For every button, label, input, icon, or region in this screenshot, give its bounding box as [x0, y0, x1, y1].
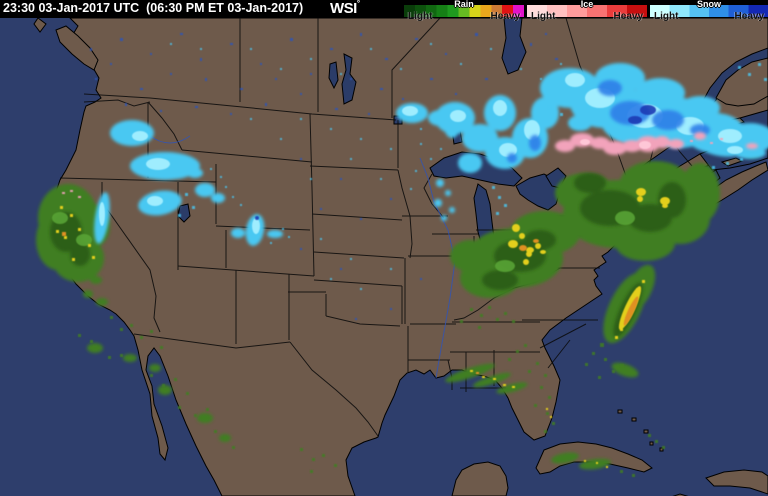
radar-map: [0, 18, 768, 496]
lake-winnipegosis: [328, 61, 339, 90]
legend-snow-heavy-label: Heavy: [734, 11, 764, 22]
legend-rain-light-label: Light: [408, 11, 433, 22]
bahamas: [617, 409, 664, 452]
lake-huron: [515, 173, 561, 211]
legend-ice-heavy-label: Heavy: [613, 11, 643, 22]
cuba: [535, 441, 653, 475]
legend-rain-title: Rain: [454, 0, 474, 9]
legend-snow-title: Snow: [697, 0, 721, 9]
timestamp-text: 23:30 03-Jan-2017 UTC (06:30 PM ET 03-Ja…: [3, 1, 304, 15]
legend-ice: Ice Light Heavy: [527, 0, 647, 22]
legend-ice-colorbar: Light Heavy: [527, 5, 647, 22]
lake-winnipeg: [341, 53, 357, 105]
legend-snow-colorbar: Light Heavy: [650, 5, 768, 22]
header-bar: 23:30 03-Jan-2017 UTC (06:30 PM ET 03-Ja…: [0, 0, 768, 22]
precip-legend: Rain Light Heavy Ice Light Heavy Snow Li…: [404, 0, 768, 22]
legend-rain-heavy-label: Heavy: [490, 11, 520, 22]
radar-snow: [94, 43, 768, 290]
legend-ice-title: Ice: [580, 0, 594, 9]
radar-heavy-rain-orange: [62, 232, 639, 374]
wsi-logo: WSI°: [330, 0, 360, 17]
vancouver-island: [55, 25, 99, 71]
haida-gwaii: [33, 18, 47, 33]
yucatan-peninsula: [451, 461, 509, 496]
hispaniola: [705, 469, 768, 495]
james-bay: [501, 18, 527, 75]
rivers: [149, 135, 456, 379]
wsi-logo-degree: °: [356, 0, 360, 8]
legend-ice-light-label: Light: [531, 11, 556, 22]
legend-snow: Snow Light Heavy: [650, 0, 768, 22]
newfoundland: [715, 57, 768, 107]
radar-ice: [62, 132, 758, 198]
legend-rain: Rain Light Heavy: [404, 0, 524, 22]
legend-rain-colorbar: Light Heavy: [404, 5, 524, 22]
legend-snow-light-label: Light: [654, 11, 679, 22]
